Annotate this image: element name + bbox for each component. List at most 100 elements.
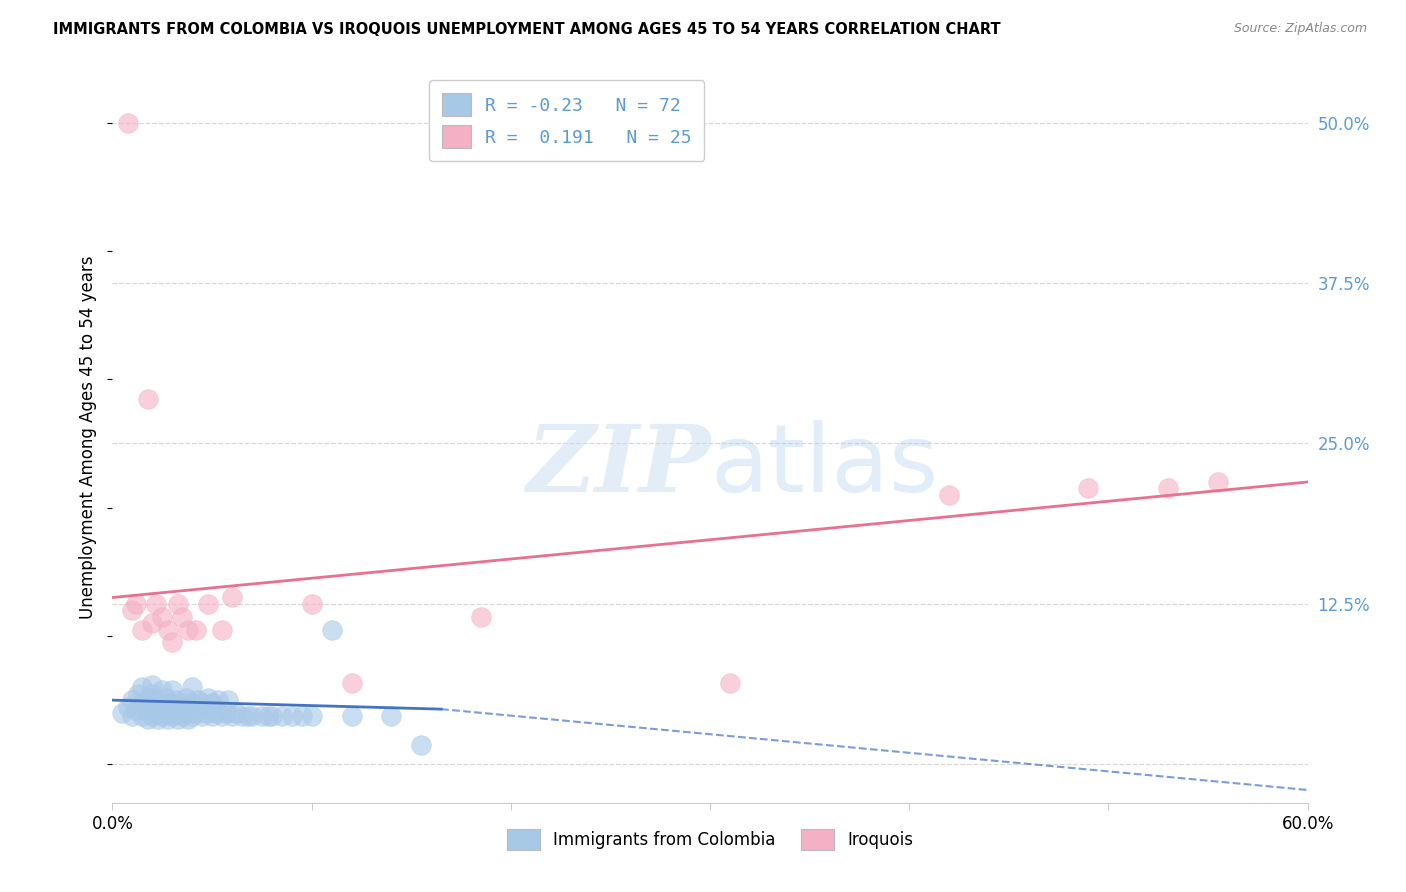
Point — [162, 682, 183, 697]
Point — [167, 699, 190, 714]
Point — [187, 693, 209, 707]
Point — [191, 708, 214, 723]
Point — [172, 609, 194, 624]
Point — [215, 706, 238, 720]
Point — [157, 698, 180, 713]
Point — [145, 706, 167, 720]
Point — [1157, 482, 1180, 496]
Point — [141, 678, 163, 692]
Point — [250, 708, 273, 723]
Point — [270, 708, 292, 723]
Point — [181, 708, 204, 723]
Point — [167, 712, 190, 726]
Point — [1206, 475, 1229, 489]
Point — [340, 676, 363, 690]
Legend: Immigrants from Colombia, Iroquois: Immigrants from Colombia, Iroquois — [501, 822, 920, 856]
Point — [172, 708, 194, 723]
Point — [155, 690, 177, 705]
Point — [281, 708, 304, 723]
Point — [1077, 482, 1099, 496]
Point — [157, 623, 180, 637]
Point — [141, 687, 163, 701]
Point — [162, 708, 183, 723]
Point — [157, 712, 180, 726]
Point — [197, 690, 219, 705]
Text: atlas: atlas — [710, 420, 938, 512]
Point — [217, 693, 239, 707]
Point — [117, 116, 139, 130]
Point — [177, 699, 200, 714]
Point — [177, 623, 200, 637]
Point — [181, 681, 204, 695]
Point — [111, 706, 134, 720]
Point — [225, 706, 247, 720]
Point — [380, 708, 402, 723]
Point — [174, 706, 197, 720]
Text: Source: ZipAtlas.com: Source: ZipAtlas.com — [1233, 22, 1367, 36]
Point — [141, 616, 163, 631]
Point — [121, 603, 143, 617]
Point — [718, 676, 741, 690]
Point — [150, 609, 173, 624]
Point — [117, 699, 139, 714]
Point — [195, 706, 218, 720]
Point — [201, 696, 224, 710]
Point — [197, 597, 219, 611]
Point — [135, 703, 157, 717]
Point — [125, 597, 148, 611]
Point — [131, 696, 153, 710]
Point — [205, 706, 228, 720]
Point — [177, 712, 200, 726]
Point — [301, 597, 323, 611]
Point — [221, 708, 243, 723]
Point — [148, 712, 170, 726]
Point — [236, 708, 259, 723]
Point — [340, 708, 363, 723]
Point — [938, 488, 960, 502]
Point — [172, 696, 194, 710]
Point — [121, 708, 143, 723]
Point — [145, 693, 167, 707]
Point — [211, 708, 233, 723]
Point — [121, 693, 143, 707]
Point — [138, 392, 160, 406]
Point — [186, 623, 208, 637]
Point — [165, 693, 187, 707]
Point — [138, 690, 160, 705]
Point — [131, 708, 153, 723]
Point — [211, 623, 233, 637]
Text: ZIP: ZIP — [526, 421, 710, 511]
Point — [125, 703, 148, 717]
Text: IMMIGRANTS FROM COLOMBIA VS IROQUOIS UNEMPLOYMENT AMONG AGES 45 TO 54 YEARS CORR: IMMIGRANTS FROM COLOMBIA VS IROQUOIS UNE… — [53, 22, 1001, 37]
Point — [291, 708, 314, 723]
Point — [131, 623, 153, 637]
Point — [131, 681, 153, 695]
Point — [240, 708, 263, 723]
Point — [150, 696, 173, 710]
Point — [260, 708, 283, 723]
Point — [138, 712, 160, 726]
Point — [127, 687, 149, 701]
Point — [186, 706, 208, 720]
Point — [150, 682, 173, 697]
Point — [167, 597, 190, 611]
Point — [145, 597, 167, 611]
Point — [165, 706, 187, 720]
Point — [321, 623, 343, 637]
Point — [257, 708, 280, 723]
Point — [141, 696, 163, 710]
Point — [174, 690, 197, 705]
Point — [162, 635, 183, 649]
Point — [207, 693, 229, 707]
Point — [301, 708, 323, 723]
Point — [162, 696, 183, 710]
Point — [141, 708, 163, 723]
Point — [150, 708, 173, 723]
Point — [155, 706, 177, 720]
Point — [231, 708, 253, 723]
Point — [181, 696, 204, 710]
Point — [191, 696, 214, 710]
Point — [221, 591, 243, 605]
Point — [148, 699, 170, 714]
Point — [201, 708, 224, 723]
